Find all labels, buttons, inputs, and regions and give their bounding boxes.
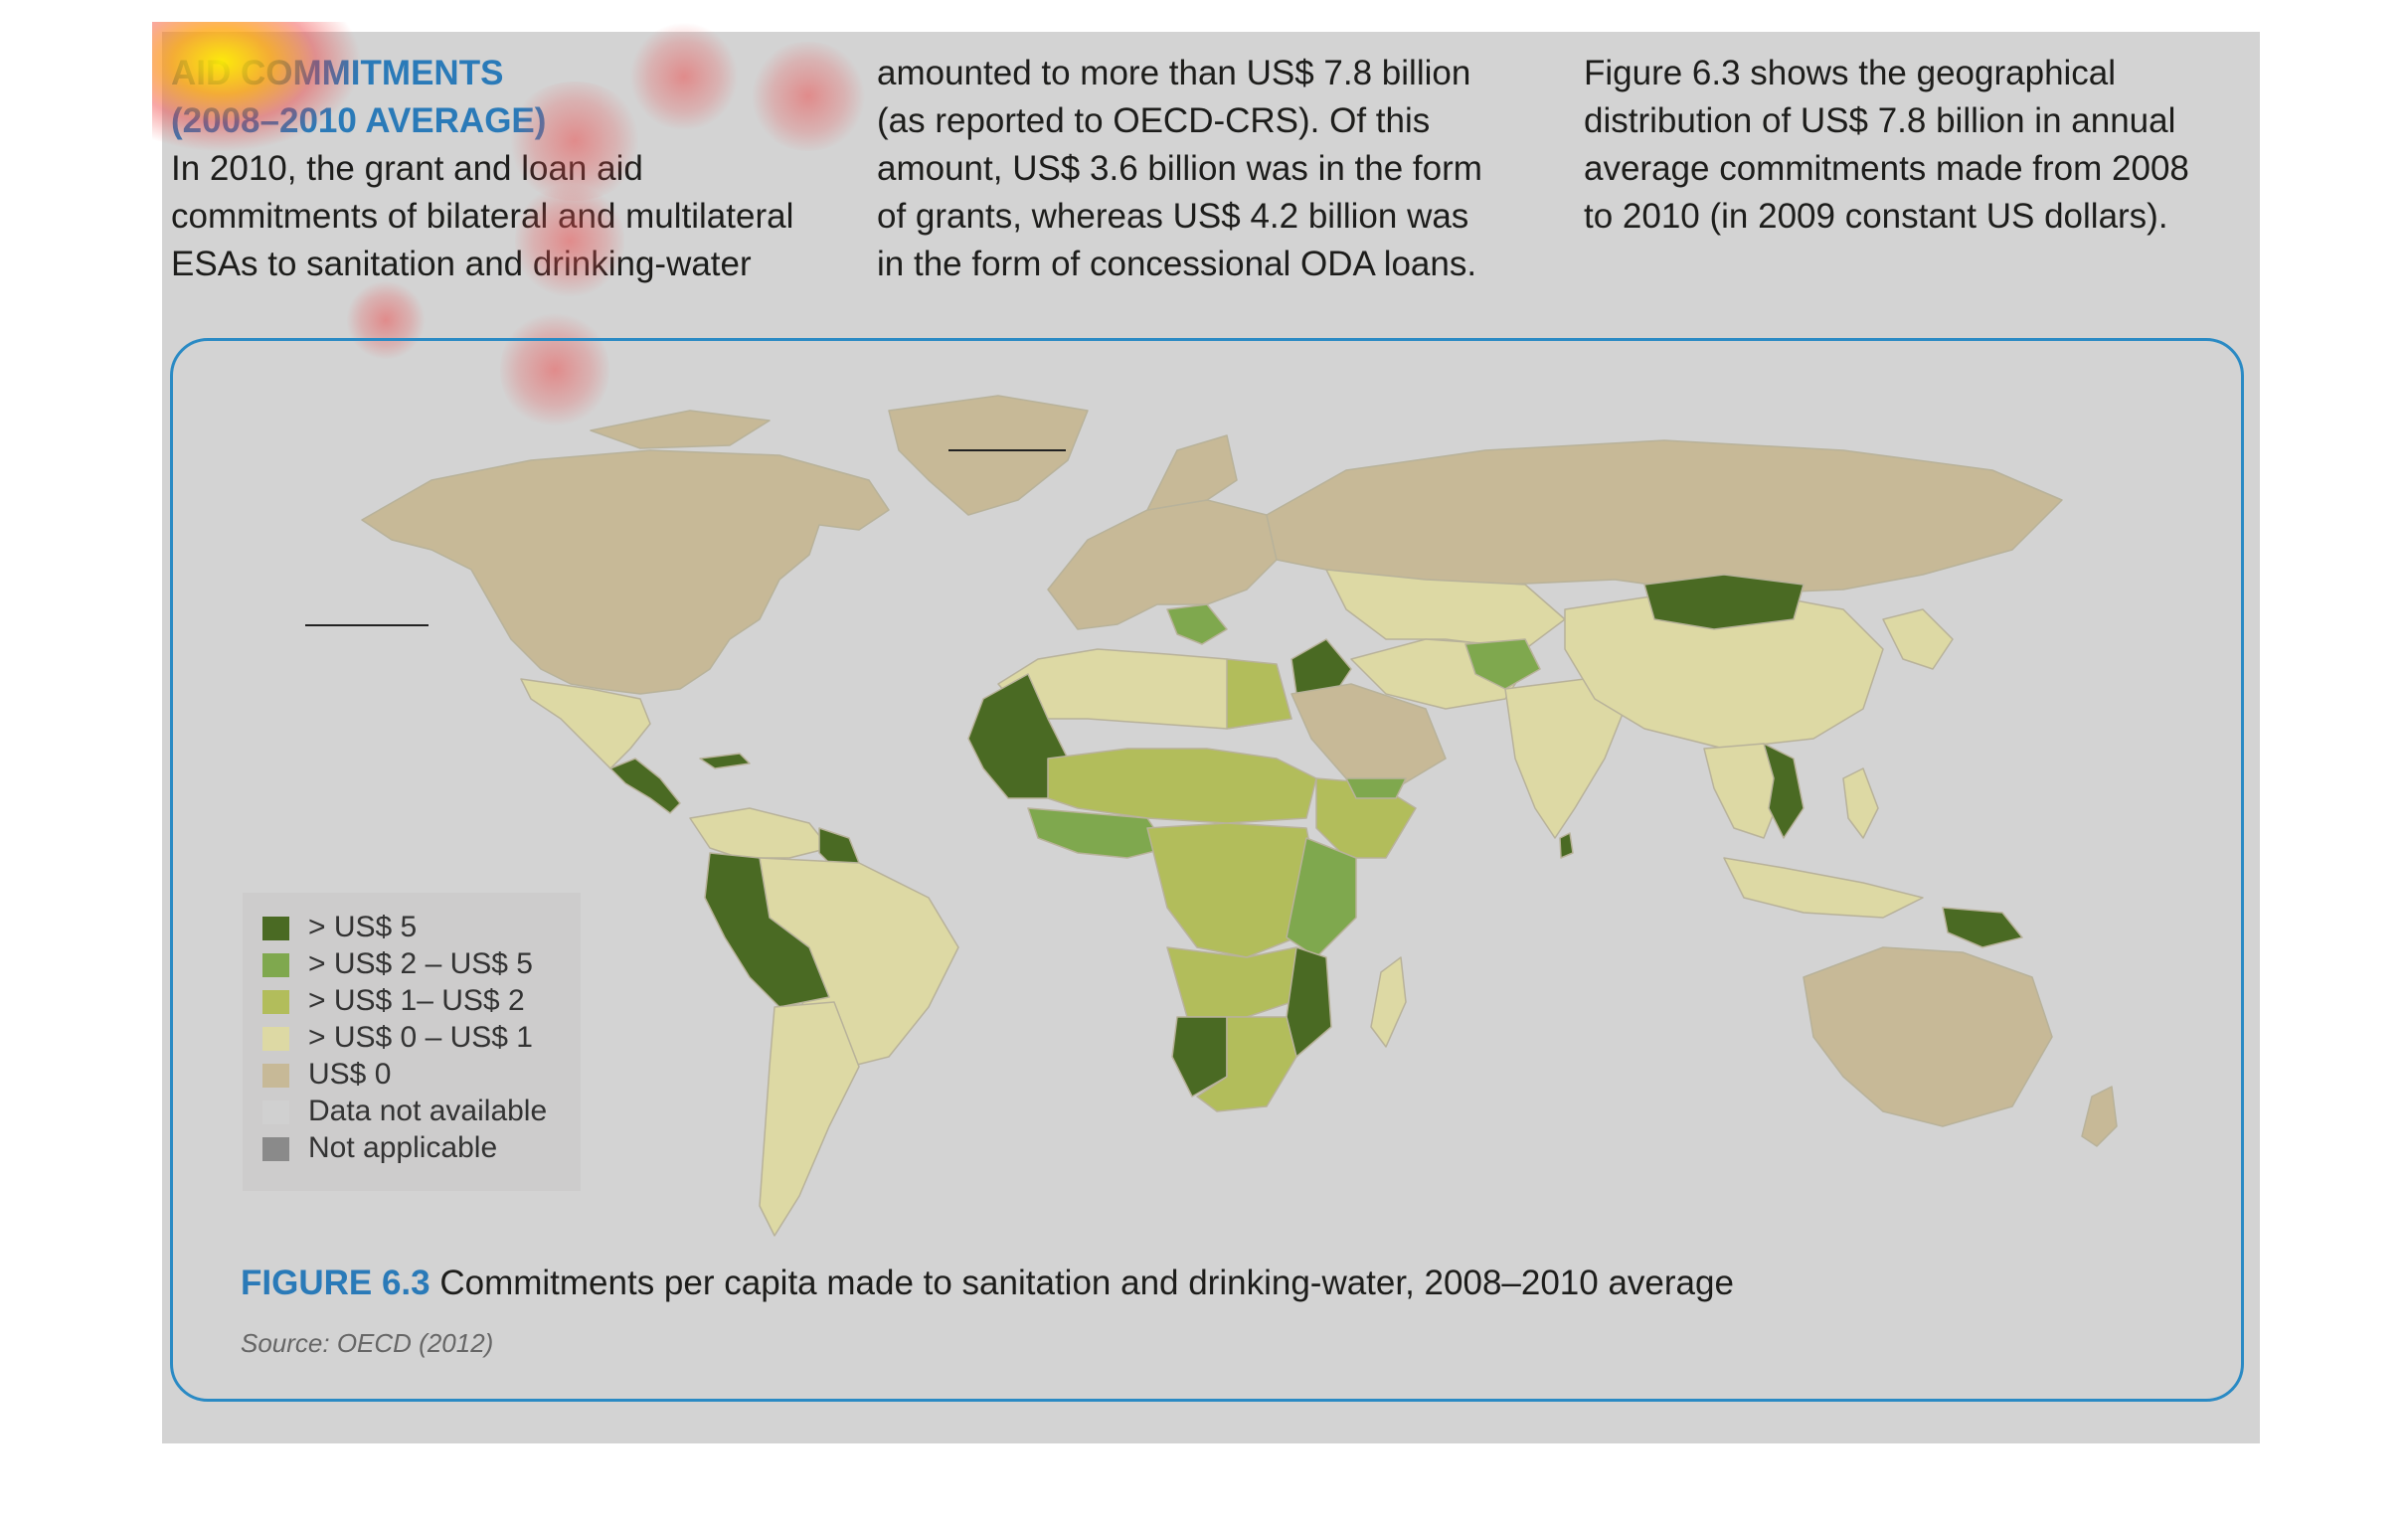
papua-new-guinea — [1942, 907, 2023, 948]
legend-label: > US$ 0 – US$ 1 — [308, 1021, 533, 1054]
page: AID COMMITMENTS (2008–2010 AVERAGE) In 2… — [152, 22, 2260, 1443]
figure-frame: > US$ 5 > US$ 2 – US$ 5 > US$ 1– US$ 2 >… — [170, 338, 2244, 1402]
figure-source: Source: OECD (2012) — [241, 1328, 494, 1358]
body-text-line: ESAs to sanitation and drinking-water — [171, 245, 752, 283]
levant — [1290, 638, 1352, 700]
angola-zambia — [1166, 946, 1307, 1018]
legend-swatch — [262, 953, 289, 977]
body-text-line: to 2010 (in 2009 constant US dollars). — [1584, 197, 2168, 236]
europe — [1047, 499, 1278, 630]
heatmap-blob — [346, 280, 426, 360]
balkans — [1166, 603, 1228, 645]
vietnam-laos — [1763, 743, 1805, 839]
body-text-line: in the form of concessional ODA loans. — [877, 245, 1477, 283]
legend-swatch — [262, 917, 289, 940]
madagascar — [1370, 956, 1407, 1048]
figure-caption-text: Commitments per capita made to sanitatio… — [439, 1264, 1734, 1302]
malaysia-indonesia — [1723, 857, 1924, 919]
russia — [1266, 439, 2063, 595]
world-map — [305, 395, 2118, 1237]
southern-cone — [759, 1001, 860, 1237]
text-column-3: Figure 6.3 shows the geographical distri… — [1584, 50, 2250, 241]
text-column-1: AID COMMITMENTS (2008–2010 AVERAGE) In 2… — [171, 50, 857, 288]
caribbean-islands — [699, 753, 751, 769]
legend-label: > US$ 5 — [308, 911, 418, 943]
body-text-line: amount, US$ 3.6 billion was in the form — [877, 149, 1482, 188]
text-column-2: amounted to more than US$ 7.8 billion (a… — [877, 50, 1563, 288]
central-america — [609, 758, 681, 814]
mongolia — [1643, 574, 1805, 630]
venezuela-colombia — [689, 807, 830, 859]
body-text-line: Figure 6.3 shows the geographical — [1584, 54, 2117, 92]
legend-swatch — [262, 1027, 289, 1051]
legend-swatch — [262, 1064, 289, 1088]
sahel — [1047, 748, 1317, 824]
body-text-line: of grants, whereas US$ 4.2 billion was — [877, 197, 1469, 236]
arabian-peninsula — [1290, 683, 1447, 789]
legend-swatch — [262, 990, 289, 1014]
body-text-line: average commitments made from 2008 — [1584, 149, 2189, 188]
mexico — [520, 678, 651, 769]
legend-label: Not applicable — [308, 1131, 498, 1164]
yemen — [1345, 777, 1407, 799]
egypt — [1226, 658, 1292, 730]
southern-africa — [1196, 1016, 1297, 1112]
scandinavia — [1146, 434, 1238, 511]
afghanistan — [1464, 638, 1541, 690]
new-zealand — [2081, 1086, 2118, 1147]
north-america — [361, 449, 890, 695]
heatmap-blob — [515, 181, 624, 300]
body-text-line: (as reported to OECD-CRS). Of this — [877, 101, 1431, 140]
peru-bolivia — [704, 852, 830, 1008]
philippines — [1842, 767, 1879, 839]
west-africa — [1027, 807, 1168, 859]
korea-japan — [1882, 608, 1954, 670]
heatmap-blob — [629, 22, 739, 131]
body-text-line: distribution of US$ 7.8 billion in annua… — [1584, 101, 2176, 140]
legend-label: > US$ 1– US$ 2 — [308, 984, 525, 1017]
body-text-line: commitments of bilateral and multilatera… — [171, 197, 794, 236]
legend-label: > US$ 2 – US$ 5 — [308, 947, 533, 980]
figure-caption: FIGURE 6.3 Commitments per capita made t… — [241, 1264, 1734, 1303]
sri-lanka — [1559, 832, 1574, 859]
heatmap-blob — [152, 22, 391, 171]
figure-number: FIGURE 6.3 — [241, 1264, 430, 1302]
map-legend: > US$ 5 > US$ 2 – US$ 5 > US$ 1– US$ 2 >… — [243, 893, 581, 1191]
canada-arctic-islands — [590, 410, 771, 449]
greenland — [888, 395, 1089, 516]
body-text-line: amounted to more than US$ 7.8 billion — [877, 54, 1471, 92]
legend-swatch — [262, 1100, 289, 1124]
legend-label: Data not available — [308, 1095, 548, 1127]
legend-swatch — [262, 1137, 289, 1161]
mozambique — [1286, 946, 1332, 1058]
namibia — [1171, 1016, 1228, 1098]
heatmap-blob — [749, 42, 868, 151]
australia — [1803, 946, 2053, 1127]
legend-label: US$ 0 — [308, 1058, 392, 1091]
heatmap-blob — [500, 310, 609, 429]
